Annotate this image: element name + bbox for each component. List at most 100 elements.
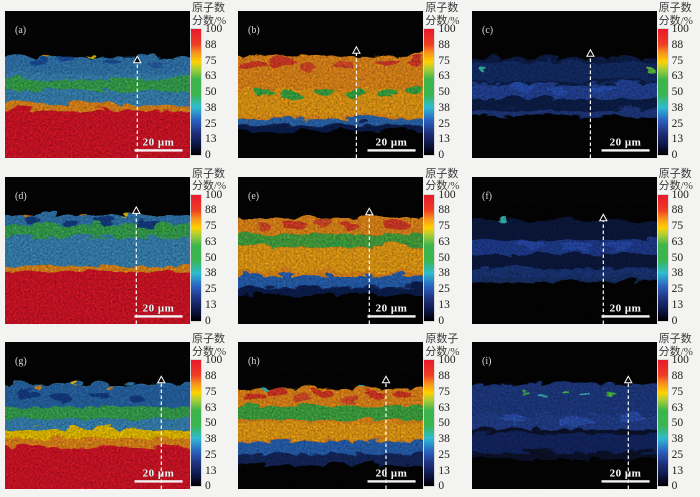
colorbar-tick: 88 bbox=[438, 204, 450, 217]
scan-arrow bbox=[585, 48, 595, 158]
panel-letter: (i) bbox=[482, 356, 491, 367]
element-map-h: 20 μm (h) bbox=[238, 342, 424, 490]
colorbar-tick: 38 bbox=[438, 433, 450, 446]
colorbar-tick: 38 bbox=[205, 433, 217, 446]
panel-cell-d: 20 μm (d) 原子数 分数/% 100 88 75 63 50 38 25 13 0 bbox=[0, 166, 233, 332]
colorbar-title: 原子数 分数/% bbox=[425, 2, 459, 27]
colorbar-title-line1: 原子数 bbox=[658, 2, 692, 14]
colorbar-tick: 0 bbox=[438, 480, 445, 493]
panel-cell-e: 20 μm (e) 原子数 分数/% 100 88 75 63 50 38 25 13 0 bbox=[233, 166, 466, 332]
map-texture bbox=[5, 208, 190, 324]
panel-letter: (c) bbox=[482, 25, 493, 36]
colorbar-tick: 100 bbox=[205, 188, 223, 201]
scale-bar bbox=[601, 314, 650, 318]
colorbar-c: 原子数 分数/% 100 88 75 63 50 38 25 13 0 bbox=[656, 0, 700, 166]
colorbar-title-line2: 分数/% bbox=[658, 14, 693, 27]
colorbar-tick: 50 bbox=[205, 86, 217, 98]
colorbar-title: 原数子 分数/% bbox=[425, 333, 459, 358]
colorbar-tick: 75 bbox=[205, 54, 217, 67]
scale-label: 20 μm bbox=[376, 137, 408, 149]
colorbar-tick: 63 bbox=[205, 235, 217, 248]
colorbar-a: 原子数 分数/% 100 88 75 63 50 38 25 13 0 bbox=[190, 0, 233, 166]
colorbar-tick: 63 bbox=[205, 70, 217, 83]
colorbar-tick: 75 bbox=[438, 54, 450, 67]
colorbar-tick: 38 bbox=[205, 101, 217, 114]
colorbar-tick: 38 bbox=[671, 101, 684, 114]
colorbar-tick: 13 bbox=[438, 133, 450, 146]
colorbar-tick: 100 bbox=[671, 354, 689, 367]
colorbar-tick: 50 bbox=[205, 417, 217, 430]
colorbar-tick: 50 bbox=[671, 86, 684, 98]
map-texture bbox=[238, 383, 424, 490]
colorbar-title-line1: 原子数 bbox=[192, 2, 225, 14]
panel-letter: (d) bbox=[15, 191, 27, 202]
colorbar-tick: 25 bbox=[438, 448, 450, 461]
colorbar-title-line1: 原子数 bbox=[425, 167, 459, 180]
colorbar-tick: 88 bbox=[671, 204, 684, 217]
colorbar-tick: 38 bbox=[205, 267, 217, 280]
colorbar-gradient bbox=[423, 359, 436, 488]
colorbar-title-line2: 分数/% bbox=[425, 345, 460, 358]
colorbar-b: 原子数 分数/% 100 88 75 63 50 38 25 13 0 bbox=[423, 0, 466, 166]
scan-arrow bbox=[623, 375, 633, 490]
scan-arrow bbox=[156, 375, 166, 490]
scale-bar bbox=[367, 149, 416, 152]
panel-cell-h: 20 μm (h) 原数子 分数/% 100 88 75 63 50 38 25 13 0 bbox=[233, 331, 466, 497]
colorbar-tick: 63 bbox=[671, 70, 684, 83]
panel-letter: (e) bbox=[248, 191, 259, 202]
colorbar-tick: 50 bbox=[205, 251, 217, 264]
colorbar-tick: 25 bbox=[438, 283, 450, 296]
colorbar-tick: 75 bbox=[438, 220, 450, 233]
map-texture bbox=[238, 50, 424, 158]
element-map-c: 20 μm (c) bbox=[471, 11, 657, 158]
colorbar-tick: 38 bbox=[438, 267, 450, 280]
colorbar-title-line2: 分数/% bbox=[658, 180, 693, 193]
colorbar-tick: 38 bbox=[671, 433, 684, 446]
colorbar-tick: 13 bbox=[671, 298, 684, 311]
colorbar-title-line2: 分数/% bbox=[658, 345, 693, 358]
colorbar-tick: 0 bbox=[671, 149, 678, 161]
colorbar-tick: 13 bbox=[438, 464, 450, 477]
colorbar-title: 原子数 分数/% bbox=[192, 2, 226, 27]
colorbar-tick: 100 bbox=[438, 354, 456, 367]
element-map-b: 20 μm (b) bbox=[238, 11, 424, 158]
colorbar-gradient bbox=[656, 28, 669, 156]
scale-label: 20 μm bbox=[609, 468, 641, 480]
colorbar-tick: 38 bbox=[671, 267, 684, 280]
map-texture bbox=[5, 52, 190, 158]
colorbar-title-line1: 原子数 bbox=[658, 167, 692, 180]
colorbar-tick: 88 bbox=[438, 38, 450, 51]
colorbar-tick: 88 bbox=[205, 38, 217, 51]
colorbar-title-line2: 分数/% bbox=[192, 180, 227, 193]
colorbar-tick: 25 bbox=[671, 448, 684, 461]
colorbar-tick: 88 bbox=[671, 38, 684, 51]
colorbar-gradient bbox=[656, 359, 669, 488]
colorbar-title-line1: 原子数 bbox=[192, 333, 225, 346]
map-texture bbox=[238, 211, 424, 324]
colorbar-e: 原子数 分数/% 100 88 75 63 50 38 25 13 0 bbox=[423, 166, 466, 332]
scale-label: 20 μm bbox=[143, 137, 175, 149]
colorbar-tick: 63 bbox=[438, 401, 450, 414]
colorbar-tick: 25 bbox=[671, 283, 684, 296]
colorbar-tick: 13 bbox=[205, 464, 217, 477]
colorbar-tick: 100 bbox=[205, 354, 223, 367]
colorbar-title-line1: 原数子 bbox=[425, 333, 459, 346]
colorbar-tick: 25 bbox=[205, 283, 217, 296]
colorbar-gradient bbox=[190, 193, 202, 322]
colorbar-tick: 75 bbox=[671, 385, 684, 398]
scale-bar bbox=[367, 314, 416, 318]
colorbar-tick: 0 bbox=[671, 314, 678, 327]
colorbar-tick: 63 bbox=[438, 70, 450, 83]
colorbar-tick: 100 bbox=[438, 188, 456, 201]
element-map-d: 20 μm (d) bbox=[5, 176, 190, 324]
panel-letter: (b) bbox=[248, 25, 260, 36]
scale-label: 20 μm bbox=[609, 137, 641, 149]
colorbar-tick: 63 bbox=[671, 401, 684, 414]
colorbar-tick: 75 bbox=[205, 220, 217, 233]
panel-cell-g: 20 μm (g) 原子数 分数/% 100 88 75 63 50 38 25 13 0 bbox=[0, 331, 233, 497]
panel-cell-b: 20 μm (b) 原子数 分数/% 100 88 75 63 50 38 25 13 0 bbox=[233, 0, 466, 166]
colorbar-tick: 0 bbox=[205, 480, 211, 493]
scale-label: 20 μm bbox=[376, 302, 408, 314]
element-map-a: 20 μm (a) bbox=[5, 11, 190, 158]
scan-arrow bbox=[131, 205, 141, 324]
